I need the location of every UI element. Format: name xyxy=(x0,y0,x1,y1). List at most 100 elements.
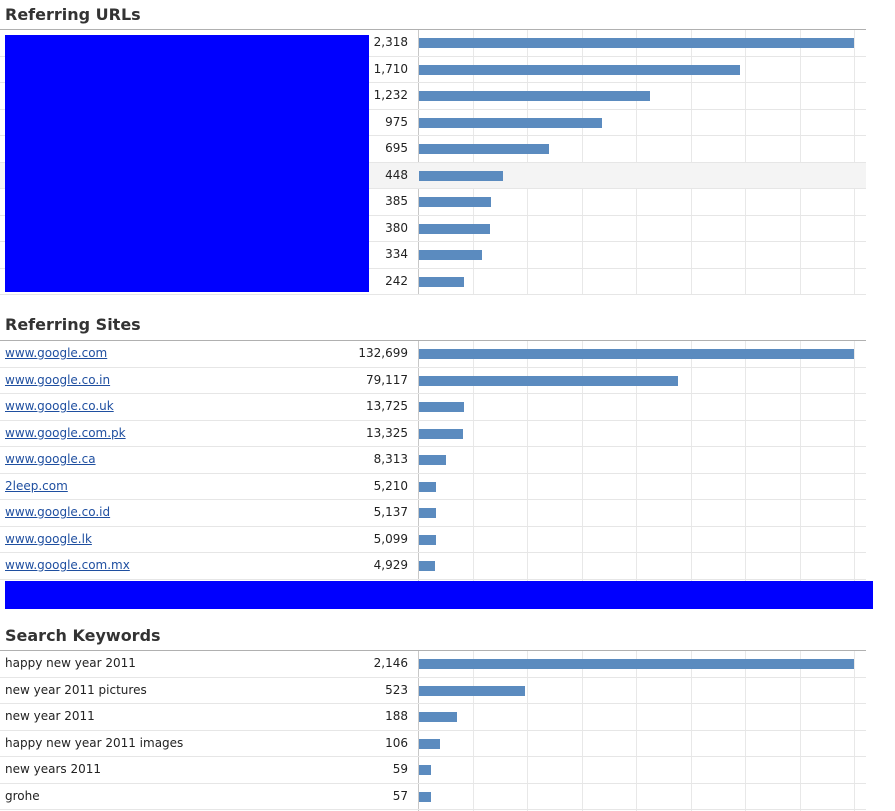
row-count: 5,099 xyxy=(373,531,408,546)
count-bar xyxy=(419,455,446,465)
row-count: 132,699 xyxy=(358,346,408,360)
table-row: 695 xyxy=(0,136,866,163)
site-link[interactable]: www.google.com xyxy=(5,346,108,360)
keyword-label: new year 2011 xyxy=(5,709,95,723)
row-count: 334 xyxy=(385,247,408,261)
table-row: 975 xyxy=(0,110,866,136)
count-bar xyxy=(419,144,549,154)
count-bar xyxy=(419,738,440,749)
site-link[interactable]: www.google.com.mx xyxy=(5,558,130,572)
count-bar xyxy=(419,170,503,181)
table-row: 1,710 xyxy=(0,57,866,83)
row-count: 2,318 xyxy=(373,35,408,49)
row-count: 523 xyxy=(385,682,408,697)
row-count: 106 xyxy=(385,735,408,750)
row-count: 380 xyxy=(385,220,408,235)
site-link[interactable]: www.google.com.pk xyxy=(5,425,126,440)
site-link[interactable]: www.google.co.uk xyxy=(5,399,114,413)
section-title: Referring Sites xyxy=(5,315,141,334)
section-title: Referring URLs xyxy=(5,5,141,24)
section-title: Search Keywords xyxy=(5,626,161,645)
row-count: 385 xyxy=(385,194,408,208)
count-bar xyxy=(419,375,678,386)
count-bar xyxy=(419,38,854,48)
keyword-label: happy new year 2011 xyxy=(5,656,136,670)
keyword-label: new years 2011 xyxy=(5,762,101,776)
count-bar xyxy=(419,91,650,101)
count-bar xyxy=(419,64,740,75)
table-row: www.google.com.pk 13,325 xyxy=(0,421,866,447)
site-link[interactable]: www.google.ca xyxy=(5,452,96,466)
table-row: www.google.com 132,699 xyxy=(0,341,866,368)
site-link[interactable]: 2leep.com xyxy=(5,478,68,493)
row-count: 4,929 xyxy=(373,558,408,572)
table-row: www.google.co.id 5,137 xyxy=(0,500,866,527)
referring-sites-section: Referring Sites www.google.com 132,699 www… xyxy=(0,310,866,606)
row-count: 79,117 xyxy=(366,372,408,387)
row-count: 448 xyxy=(385,167,408,182)
redacted-banner xyxy=(5,581,873,609)
table-row: grohe 57 xyxy=(0,784,866,810)
count-bar xyxy=(419,197,491,207)
count-bar xyxy=(419,250,482,260)
row-count: 975 xyxy=(385,114,408,129)
table-row: 2,318 xyxy=(0,30,866,57)
count-bar xyxy=(419,117,602,128)
referring-urls-section: Referring URLs 2,318 1,710 1,232 975 695 448 3… xyxy=(0,0,866,300)
row-count: 188 xyxy=(385,709,408,723)
table-row: 385 xyxy=(0,189,866,216)
table-row: happy new year 2011 images 106 xyxy=(0,731,866,757)
table-row: new year 2011 188 xyxy=(0,704,866,731)
count-bar xyxy=(419,349,854,359)
row-count: 242 xyxy=(385,273,408,288)
count-bar xyxy=(419,659,854,669)
count-bar xyxy=(419,712,457,722)
row-count: 1,710 xyxy=(373,61,408,76)
count-bar xyxy=(419,276,464,287)
count-bar xyxy=(419,428,463,439)
row-count: 13,725 xyxy=(366,399,408,413)
table-row: new years 2011 59 xyxy=(0,757,866,784)
title-divider xyxy=(0,29,866,30)
title-divider xyxy=(0,650,866,651)
count-bar xyxy=(419,685,525,696)
row-count: 1,232 xyxy=(373,88,408,102)
table-row: 2leep.com 5,210 xyxy=(0,474,866,500)
table-row: 334 xyxy=(0,242,866,269)
row-count: 57 xyxy=(392,788,408,803)
table-row: www.google.co.in 79,117 xyxy=(0,368,866,394)
count-bar xyxy=(419,402,464,412)
title-divider xyxy=(0,340,866,341)
table-row: 380 xyxy=(0,216,866,242)
keyword-label: grohe xyxy=(5,788,40,803)
row-count: 59 xyxy=(392,762,408,776)
site-link[interactable]: www.google.lk xyxy=(5,531,92,546)
search-keywords-section: Search Keywords happy new year 2011 2,146… xyxy=(0,621,866,811)
table-row: www.google.com.mx 4,929 xyxy=(0,553,866,580)
table-row: www.google.ca 8,313 xyxy=(0,447,866,474)
row-count: 5,210 xyxy=(373,478,408,493)
table-row: new year 2011 pictures 523 xyxy=(0,678,866,704)
site-link[interactable]: www.google.co.in xyxy=(5,372,111,387)
table-row: www.google.co.uk 13,725 xyxy=(0,394,866,421)
count-bar xyxy=(419,765,431,775)
row-count: 5,137 xyxy=(373,505,408,519)
table-row: 1,232 xyxy=(0,83,866,110)
keyword-label: new year 2011 pictures xyxy=(5,682,147,697)
table-row: happy new year 2011 2,146 xyxy=(0,651,866,678)
row-count: 13,325 xyxy=(366,425,408,440)
row-count: 2,146 xyxy=(373,656,408,670)
count-bar xyxy=(419,561,435,571)
count-bar xyxy=(419,791,431,802)
keyword-label: happy new year 2011 images xyxy=(5,735,184,750)
site-link[interactable]: www.google.co.id xyxy=(5,505,111,519)
count-bar xyxy=(419,481,436,492)
redacted-url-block xyxy=(5,35,369,292)
count-bar xyxy=(419,223,490,234)
table-row: 242 xyxy=(0,269,866,295)
table-row: www.google.lk 5,099 xyxy=(0,527,866,553)
row-count: 695 xyxy=(385,141,408,155)
count-bar xyxy=(419,508,436,518)
count-bar xyxy=(419,534,436,545)
row-count: 8,313 xyxy=(373,452,408,466)
